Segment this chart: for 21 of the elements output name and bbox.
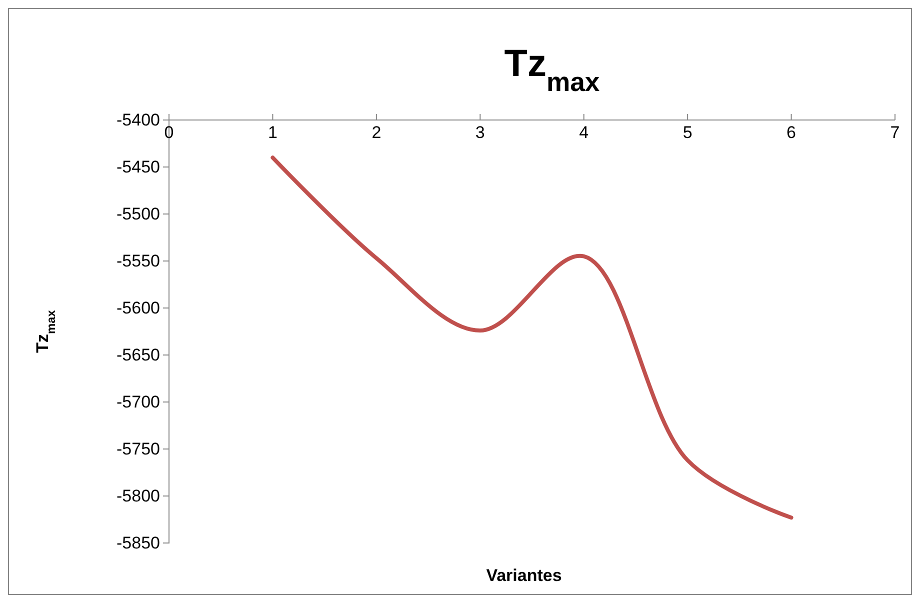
x-tick-label: 2 xyxy=(372,123,382,142)
y-tick-label: -5550 xyxy=(116,251,160,270)
x-tick-label: 6 xyxy=(786,123,796,142)
y-tick-label: -5800 xyxy=(116,486,160,506)
x-tick-label: 4 xyxy=(579,123,589,142)
y-tick-label: -5400 xyxy=(116,110,160,130)
x-axis-title: Variantes xyxy=(486,566,562,585)
y-tick-label: -5850 xyxy=(116,533,160,552)
line-series xyxy=(270,156,794,520)
x-tick-label: 1 xyxy=(268,123,278,142)
y-tick-label: -5500 xyxy=(116,204,160,224)
x-tick-label: 7 xyxy=(890,123,900,142)
chart-title: Tz$_{max}$ xyxy=(504,43,600,97)
x-tick-label: 5 xyxy=(682,123,692,142)
y-tick-label: -5700 xyxy=(116,392,160,412)
x-tick-label: 3 xyxy=(475,123,485,142)
x-tick-label: 0 xyxy=(164,123,174,142)
y-tick-label: -5450 xyxy=(116,157,160,176)
y-tick-label: -5600 xyxy=(116,298,160,318)
y-tick-label: -5650 xyxy=(116,345,160,364)
y-tick-label: -5750 xyxy=(116,439,160,458)
